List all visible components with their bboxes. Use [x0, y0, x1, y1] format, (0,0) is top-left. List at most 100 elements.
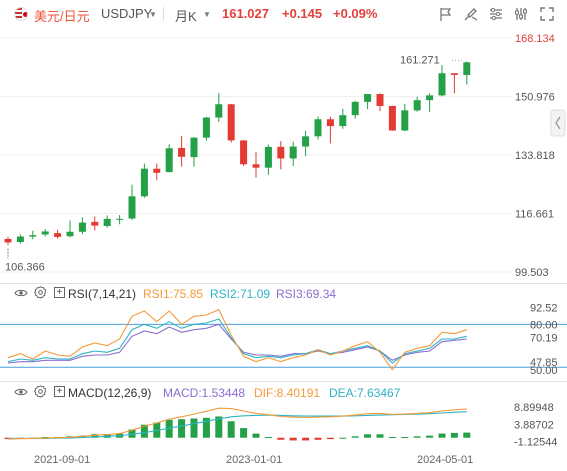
date-axis: 2021-09-01 2023-01-01 2024-05-01 — [0, 450, 567, 471]
candle[interactable] — [314, 119, 322, 137]
plus-icon[interactable]: + — [54, 287, 65, 298]
fullscreen-icon[interactable] — [539, 6, 555, 22]
candle[interactable] — [302, 136, 310, 147]
candle[interactable] — [438, 73, 446, 96]
macd-bar — [339, 437, 347, 439]
candle[interactable] — [364, 94, 372, 102]
candle[interactable] — [413, 100, 421, 111]
macd-bar — [351, 436, 359, 438]
price-axis-label: 99.503 — [515, 267, 549, 279]
price-change: +0.145 — [282, 6, 323, 21]
date-label: 2023-01-01 — [226, 454, 283, 466]
chevron-down-icon[interactable]: ▼ — [203, 10, 211, 19]
candle[interactable] — [140, 168, 148, 197]
price-axis-label: 116.661 — [515, 208, 554, 220]
pair-name[interactable]: 美元/日元 — [34, 9, 90, 24]
chart-header: 美元/日元 USDJPY ▼ 月K ▼ 161.027 +0.145 +0.09… — [0, 0, 567, 28]
divider — [163, 7, 164, 21]
candle[interactable] — [116, 218, 124, 220]
candle[interactable] — [240, 140, 248, 165]
macd-axis-label: -1.12544 — [514, 437, 557, 449]
collapse-panel-button[interactable] — [550, 109, 566, 137]
macd-bar — [165, 419, 173, 438]
tool-icon[interactable] — [463, 6, 479, 22]
macd-bar — [128, 429, 136, 438]
candle[interactable] — [252, 164, 260, 168]
dif-line — [7, 407, 467, 440]
period-selector[interactable]: 月K — [175, 9, 197, 24]
candle[interactable] — [165, 148, 173, 173]
dea-line — [8, 411, 467, 439]
rsi1-value: RSI1:75.85 — [143, 287, 204, 301]
candle[interactable] — [91, 221, 99, 226]
rsi-header: + RSI(7,14,21) RSI1:75.85 RSI2:71.09 RSI… — [0, 284, 567, 304]
dea-value: DEA:7.63467 — [329, 386, 401, 400]
dif-value: DIF:8.40191 — [254, 386, 321, 400]
macd-bar — [463, 432, 471, 438]
symbol-selector[interactable]: USDJPY — [101, 6, 153, 21]
chevron-down-icon[interactable]: ▼ — [149, 10, 157, 19]
rsi-axis-label: 47.85 — [530, 357, 558, 369]
candle[interactable] — [128, 196, 136, 219]
macd-axis-label: 3.88702 — [514, 419, 554, 431]
candle[interactable] — [78, 222, 86, 232]
price-axis-label: 168.134 — [515, 33, 555, 45]
macd-bar — [289, 437, 297, 441]
rsi1-line — [7, 308, 467, 371]
candle[interactable] — [426, 95, 434, 101]
eye-icon[interactable] — [14, 287, 28, 299]
candle[interactable] — [227, 104, 235, 141]
macd-bar — [302, 437, 310, 441]
candle[interactable] — [326, 119, 334, 127]
gear-icon[interactable] — [34, 385, 47, 398]
candle[interactable] — [264, 146, 272, 168]
candle[interactable] — [450, 73, 458, 75]
macd-chart[interactable]: 8.89948 3.88702 -1.12544 — [0, 398, 567, 450]
candle[interactable] — [401, 110, 409, 131]
candle[interactable] — [190, 137, 198, 158]
rsi-axis-label: 50.00 — [530, 365, 558, 377]
macd-bar — [227, 421, 235, 438]
gear-icon[interactable] — [34, 286, 47, 299]
candle[interactable] — [153, 168, 161, 173]
candle[interactable] — [54, 233, 62, 237]
macd-bar — [401, 437, 409, 439]
plus-icon[interactable]: + — [54, 386, 65, 397]
candle[interactable] — [4, 238, 12, 243]
macd-bar — [314, 437, 322, 440]
last-price: 161.027 — [222, 6, 269, 21]
settings-icon[interactable] — [513, 6, 529, 22]
candle[interactable] — [388, 105, 396, 131]
candle[interactable] — [463, 62, 471, 75]
candle[interactable] — [277, 146, 285, 159]
candle[interactable] — [376, 94, 384, 106]
price-axis-label: 133.818 — [515, 150, 555, 162]
rsi-name[interactable]: RSI(7,14,21) — [68, 287, 137, 301]
candle[interactable] — [66, 231, 74, 237]
settings-icon[interactable] — [488, 6, 504, 22]
eye-icon[interactable] — [14, 386, 28, 398]
candle[interactable] — [202, 117, 210, 138]
candle[interactable] — [29, 235, 37, 237]
rsi2-value: RSI2:71.09 — [210, 287, 271, 301]
macd-bar — [413, 436, 421, 438]
macd-bar — [376, 434, 384, 438]
price-change-pct: +0.09% — [333, 6, 378, 21]
macd-name[interactable]: MACD(12,26,9) — [68, 386, 152, 400]
macd-bar — [91, 434, 99, 438]
candle[interactable] — [215, 104, 223, 118]
candle[interactable] — [41, 231, 49, 235]
macd-bar — [240, 428, 248, 438]
flag-icon[interactable] — [438, 6, 454, 22]
rsi-axis-label: 92.52 — [530, 303, 558, 315]
candle[interactable] — [178, 147, 186, 157]
price-chart[interactable]: 168.134 150.976 133.818 116.661 99.503 106.3… — [0, 28, 567, 283]
rsi-axis-label: 70.19 — [530, 332, 558, 344]
macd-header: + MACD(12,26,9) MACD:1.53448 DIF:8.40191… — [0, 383, 567, 401]
candle[interactable] — [351, 101, 359, 116]
candle[interactable] — [16, 236, 24, 243]
candle[interactable] — [339, 115, 347, 127]
candle[interactable] — [289, 146, 297, 159]
candle[interactable] — [103, 218, 111, 226]
